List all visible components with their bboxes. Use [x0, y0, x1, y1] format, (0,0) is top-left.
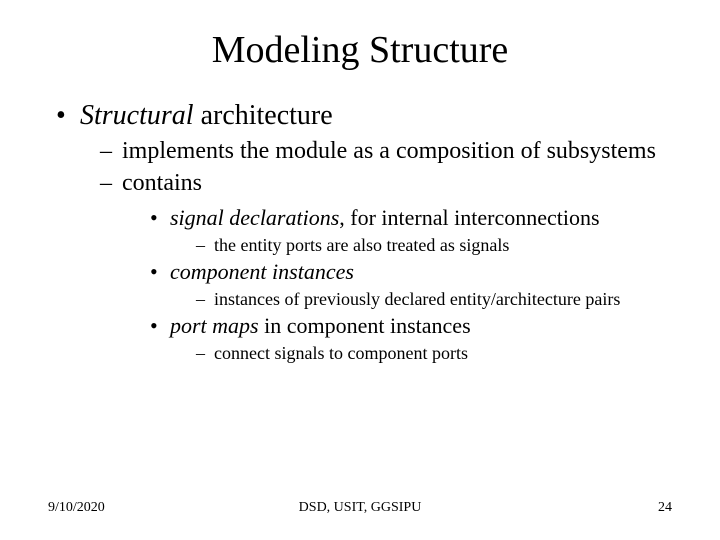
text-port-maps-rest: in component instances	[259, 313, 471, 338]
text-contains: contains	[122, 170, 202, 196]
bullet-structural-architecture: Structural architecture implements the m…	[56, 100, 672, 364]
bullet-implements: implements the module as a composition o…	[100, 136, 672, 166]
slide-footer: 9/10/2020 DSD, USIT, GGSIPU 24	[0, 500, 720, 516]
bullet-list-level4c: connect signals to component ports	[196, 342, 672, 365]
bullet-list-level4b: instances of previously declared entity/…	[196, 288, 672, 311]
text-structural: Structural	[80, 100, 194, 131]
footer-center: DSD, USIT, GGSIPU	[299, 500, 422, 516]
bullet-list-level4a: the entity ports are also treated as sig…	[196, 234, 672, 257]
bullet-entity-ports: the entity ports are also treated as sig…	[196, 234, 672, 257]
bullet-component-instances: component instances instances of previou…	[150, 258, 672, 310]
text-architecture: architecture	[194, 100, 333, 131]
slide-title: Modeling Structure	[48, 28, 672, 72]
bullet-contains: contains signal declarations, for intern…	[100, 168, 672, 364]
text-port-maps-italic: port maps	[170, 313, 259, 338]
text-component-instances: component instances	[170, 259, 354, 284]
bullet-signal-declarations: signal declarations, for internal interc…	[150, 204, 672, 256]
bullet-list-level2: implements the module as a composition o…	[100, 136, 672, 364]
bullet-port-maps: port maps in component instances connect…	[150, 312, 672, 364]
text-signal-decl-italic: signal declarations	[170, 205, 339, 230]
slide: Modeling Structure Structural architectu…	[0, 0, 720, 540]
footer-page-number: 24	[658, 500, 672, 516]
bullet-list-level1: Structural architecture implements the m…	[56, 100, 672, 364]
footer-date: 9/10/2020	[48, 500, 105, 516]
bullet-instances-prev: instances of previously declared entity/…	[196, 288, 672, 311]
bullet-connect-signals: connect signals to component ports	[196, 342, 672, 365]
bullet-list-level3: signal declarations, for internal interc…	[150, 204, 672, 364]
text-signal-decl-rest: , for internal interconnections	[339, 205, 599, 230]
